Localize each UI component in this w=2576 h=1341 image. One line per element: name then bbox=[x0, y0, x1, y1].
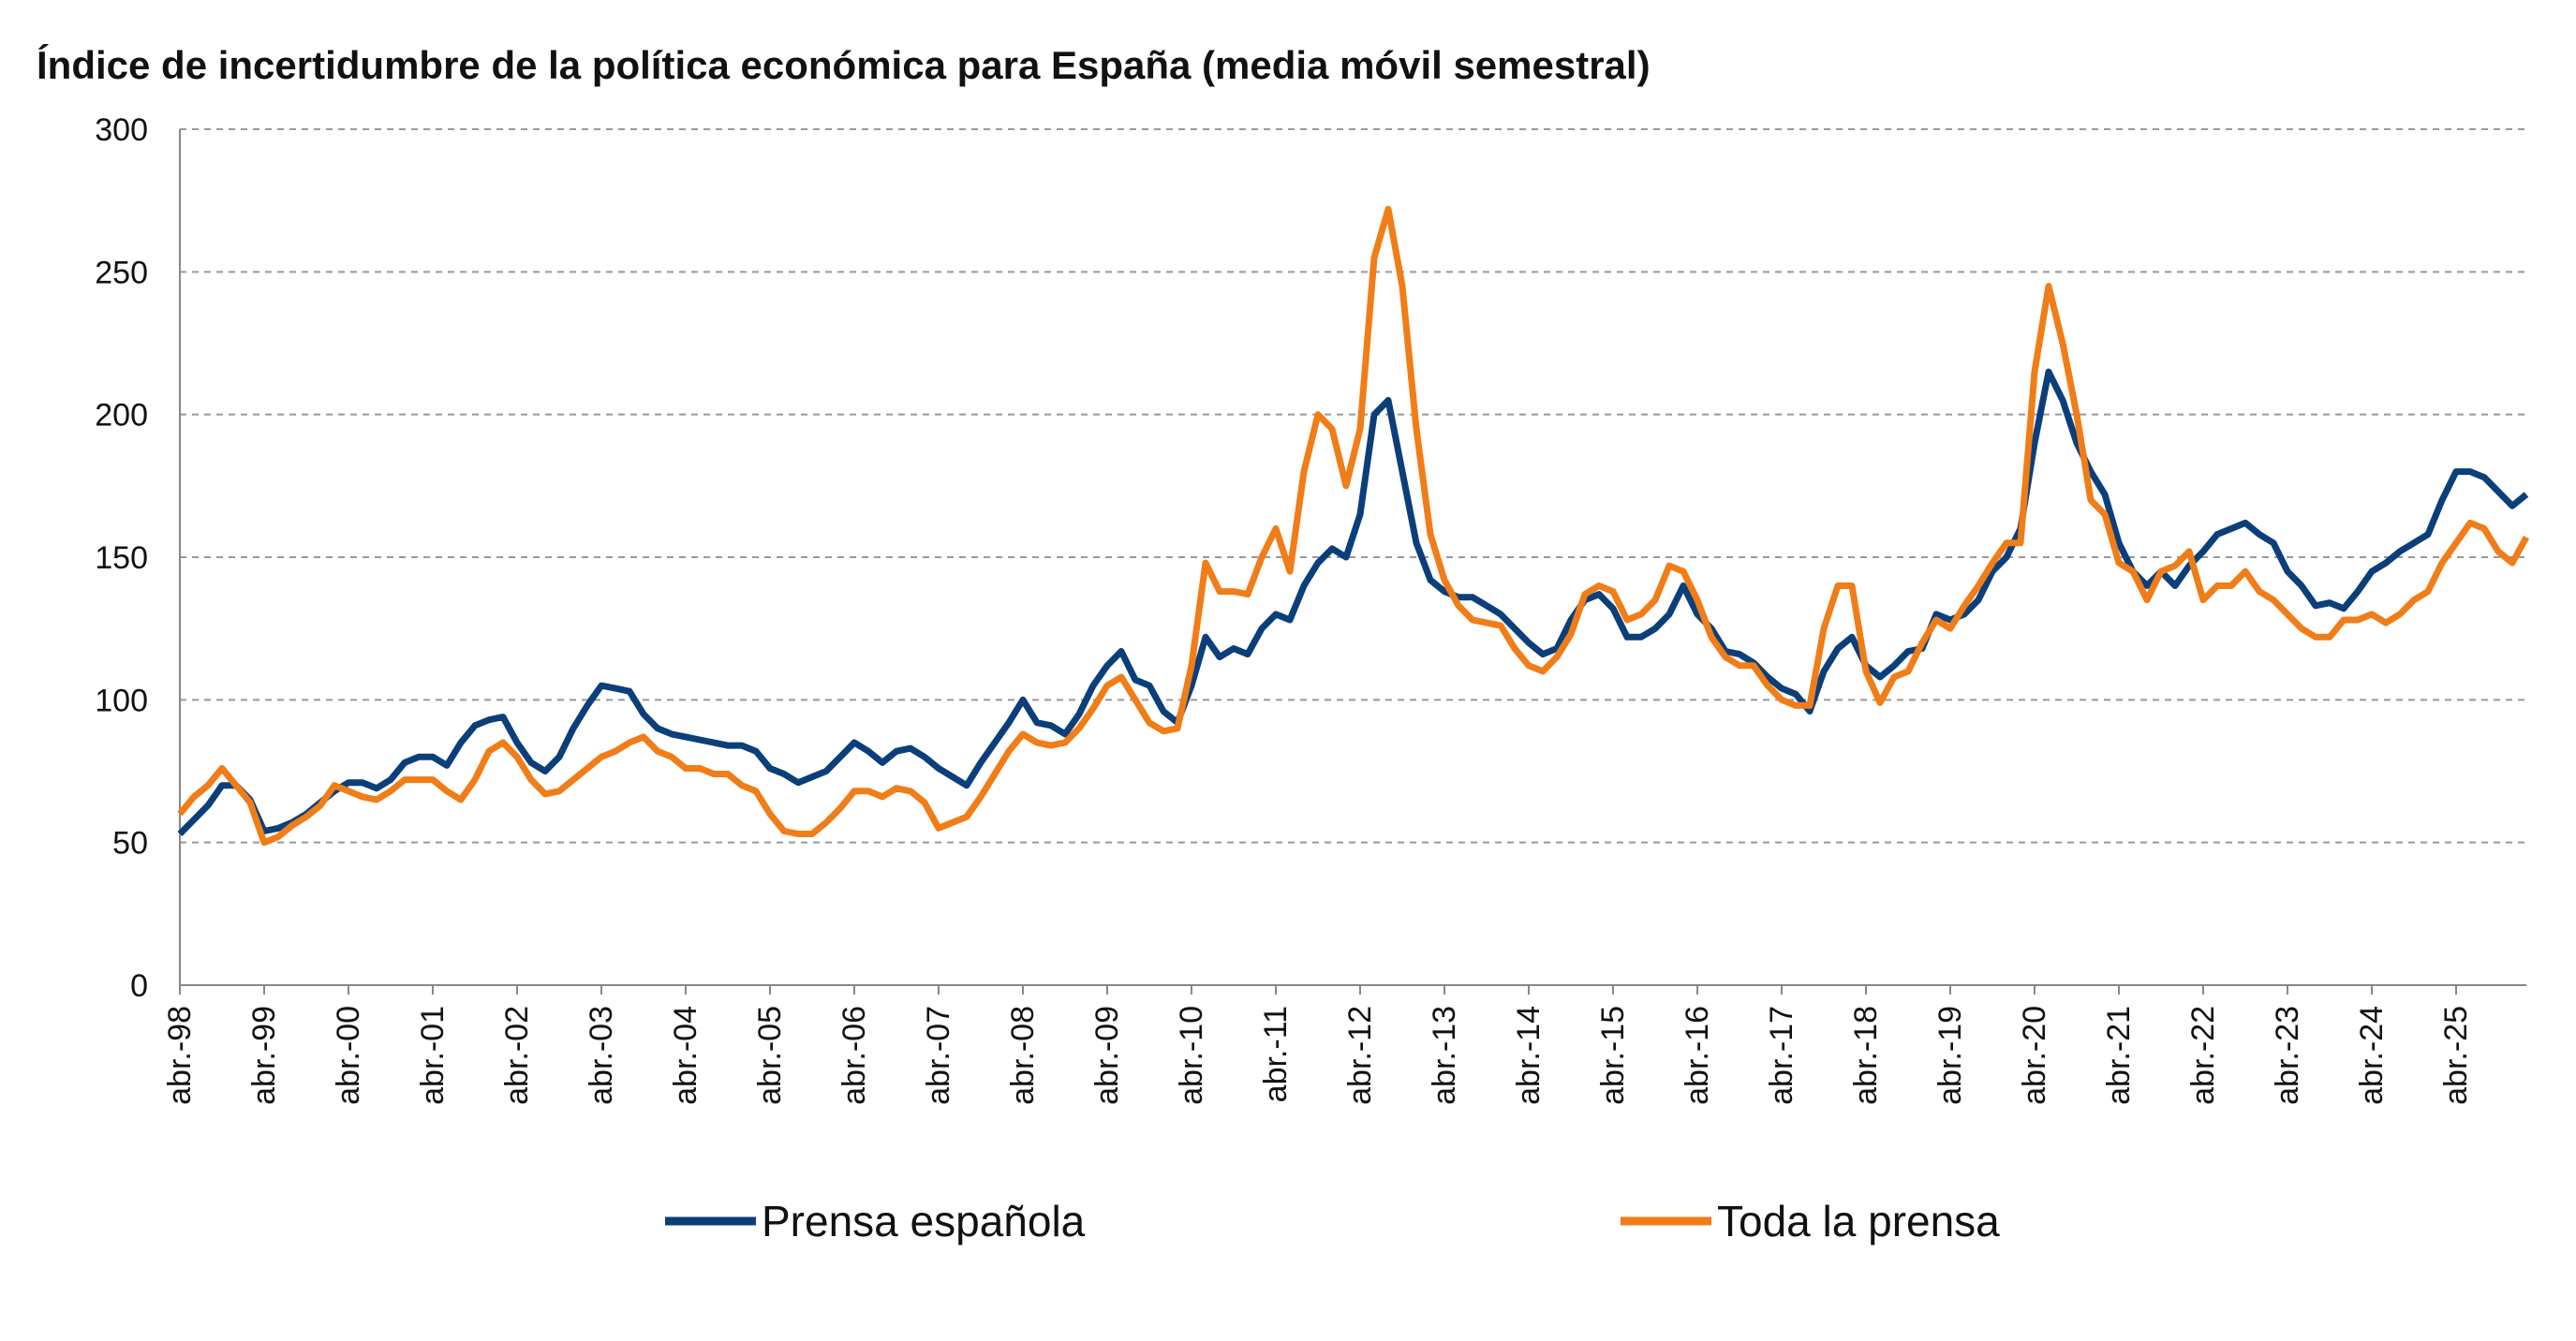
x-tick-label: abr.-02 bbox=[499, 1006, 535, 1105]
x-tick-label: abr.-24 bbox=[2354, 1006, 2390, 1105]
x-tick-label: abr.-11 bbox=[1258, 1006, 1294, 1102]
x-tick-label: abr.-00 bbox=[331, 1006, 366, 1105]
y-tick-label: 150 bbox=[95, 540, 148, 576]
y-tick-label: 100 bbox=[95, 683, 148, 718]
x-tick-label: abr.-20 bbox=[2017, 1006, 2052, 1105]
series-line bbox=[177, 368, 2529, 836]
x-tick-label: abr.-13 bbox=[1427, 1006, 1462, 1105]
y-tick-label: 50 bbox=[112, 826, 148, 862]
x-tick-label: abr.-03 bbox=[584, 1006, 619, 1105]
x-tick-label: abr.-09 bbox=[1089, 1006, 1125, 1105]
legend-label: Toda la prensa bbox=[1717, 1197, 2000, 1245]
x-tick-label: abr.-21 bbox=[2101, 1006, 2137, 1105]
x-tick-label: abr.-98 bbox=[162, 1006, 198, 1105]
series-line bbox=[177, 205, 2530, 847]
x-tick-label: abr.-12 bbox=[1342, 1006, 1378, 1105]
x-tick-label: abr.-16 bbox=[1680, 1006, 1715, 1105]
y-tick-label: 200 bbox=[95, 398, 148, 434]
x-tick-label: abr.-18 bbox=[1848, 1006, 1884, 1105]
x-tick-label: abr.-06 bbox=[836, 1006, 872, 1105]
x-tick-label: abr.-15 bbox=[1595, 1006, 1631, 1105]
x-tick-label: abr.-01 bbox=[415, 1006, 451, 1105]
x-tick-label: abr.-14 bbox=[1511, 1006, 1547, 1105]
y-tick-label: 300 bbox=[95, 112, 148, 148]
x-tick-label: abr.-08 bbox=[1005, 1006, 1041, 1105]
y-tick-label: 250 bbox=[95, 255, 148, 290]
x-tick-label: abr.-04 bbox=[668, 1006, 703, 1105]
x-tick-label: abr.-05 bbox=[752, 1006, 788, 1105]
x-tick-label: abr.-99 bbox=[246, 1006, 282, 1105]
x-tick-label: abr.-10 bbox=[1174, 1006, 1209, 1105]
x-tick-label: abr.-07 bbox=[921, 1006, 956, 1105]
x-tick-label: abr.-23 bbox=[2270, 1006, 2305, 1105]
chart-title: Índice de incertidumbre de la política e… bbox=[37, 43, 1651, 87]
y-tick-label: 0 bbox=[130, 968, 148, 1004]
legend-label: Prensa española bbox=[762, 1197, 1086, 1245]
x-tick-label: abr.-22 bbox=[2185, 1006, 2221, 1105]
x-tick-label: abr.-17 bbox=[1764, 1006, 1799, 1105]
x-tick-label: abr.-25 bbox=[2438, 1006, 2474, 1105]
x-tick-label: abr.-19 bbox=[1932, 1006, 1968, 1105]
